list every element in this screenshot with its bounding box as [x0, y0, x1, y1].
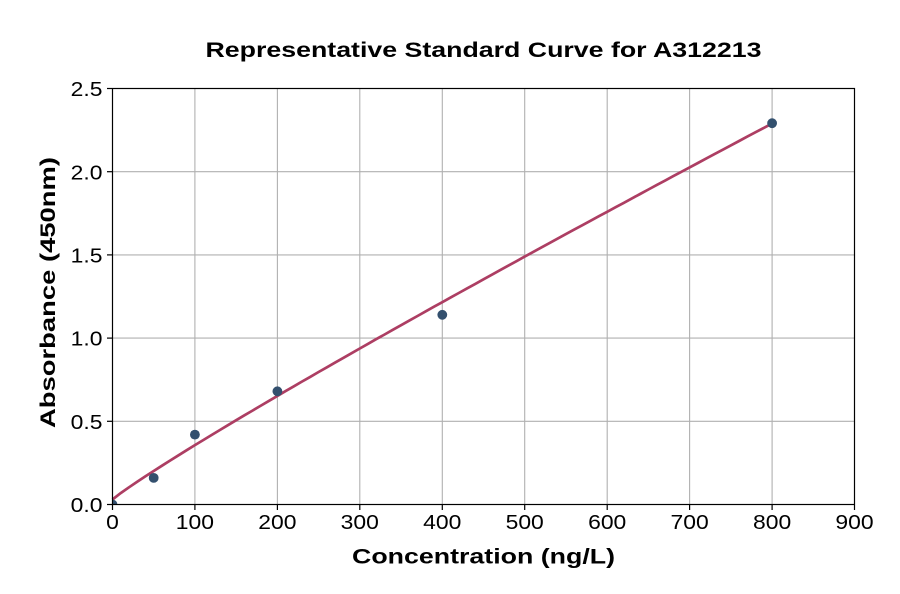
svg-text:900: 900 [835, 512, 873, 534]
svg-text:400: 400 [423, 512, 461, 534]
svg-text:Representative Standard Curve: Representative Standard Curve for A31221… [206, 38, 762, 62]
svg-text:500: 500 [506, 512, 544, 534]
svg-text:0.0: 0.0 [71, 495, 103, 517]
svg-text:300: 300 [341, 512, 379, 534]
svg-text:1.0: 1.0 [71, 329, 103, 351]
svg-text:2.5: 2.5 [71, 79, 103, 101]
svg-text:1.5: 1.5 [71, 246, 103, 268]
svg-text:800: 800 [753, 512, 791, 534]
svg-text:0.5: 0.5 [71, 412, 103, 434]
svg-text:0: 0 [106, 512, 119, 534]
svg-text:200: 200 [258, 512, 296, 534]
svg-text:700: 700 [671, 512, 709, 534]
svg-text:Absorbance (450nm): Absorbance (450nm) [36, 157, 60, 428]
svg-text:Concentration (ng/L): Concentration (ng/L) [352, 545, 615, 569]
svg-text:2.0: 2.0 [71, 162, 103, 184]
svg-text:100: 100 [176, 512, 214, 534]
svg-text:600: 600 [588, 512, 626, 534]
